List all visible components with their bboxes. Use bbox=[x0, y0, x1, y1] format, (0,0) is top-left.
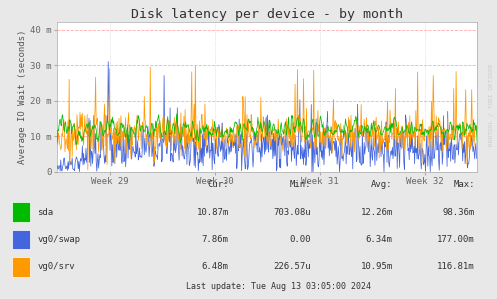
Bar bbox=[12, 202, 30, 222]
Text: 116.81m: 116.81m bbox=[437, 262, 475, 271]
Bar bbox=[12, 230, 30, 249]
Text: 7.86m: 7.86m bbox=[202, 235, 229, 244]
Text: 10.95m: 10.95m bbox=[360, 262, 393, 271]
Text: Max:: Max: bbox=[453, 180, 475, 189]
Text: 6.48m: 6.48m bbox=[202, 262, 229, 271]
Text: vg0/swap: vg0/swap bbox=[37, 235, 81, 244]
Y-axis label: Average IO Wait (seconds): Average IO Wait (seconds) bbox=[18, 30, 27, 164]
Bar bbox=[12, 257, 30, 277]
Text: Last update: Tue Aug 13 03:05:00 2024: Last update: Tue Aug 13 03:05:00 2024 bbox=[186, 282, 371, 291]
Text: 12.26m: 12.26m bbox=[360, 208, 393, 217]
Text: 177.00m: 177.00m bbox=[437, 235, 475, 244]
Text: 10.87m: 10.87m bbox=[196, 208, 229, 217]
Text: Cur:: Cur: bbox=[207, 180, 229, 189]
Text: 98.36m: 98.36m bbox=[442, 208, 475, 217]
Text: vg0/srv: vg0/srv bbox=[37, 262, 75, 271]
Text: Min:: Min: bbox=[289, 180, 311, 189]
Title: Disk latency per device - by month: Disk latency per device - by month bbox=[131, 8, 403, 21]
Text: Avg:: Avg: bbox=[371, 180, 393, 189]
Text: 226.57u: 226.57u bbox=[273, 262, 311, 271]
Text: 0.00: 0.00 bbox=[289, 235, 311, 244]
Text: 703.08u: 703.08u bbox=[273, 208, 311, 217]
Text: 6.34m: 6.34m bbox=[366, 235, 393, 244]
Text: sda: sda bbox=[37, 208, 53, 217]
Text: RRDTOOL / TOBI OETIKER: RRDTOOL / TOBI OETIKER bbox=[489, 63, 494, 146]
